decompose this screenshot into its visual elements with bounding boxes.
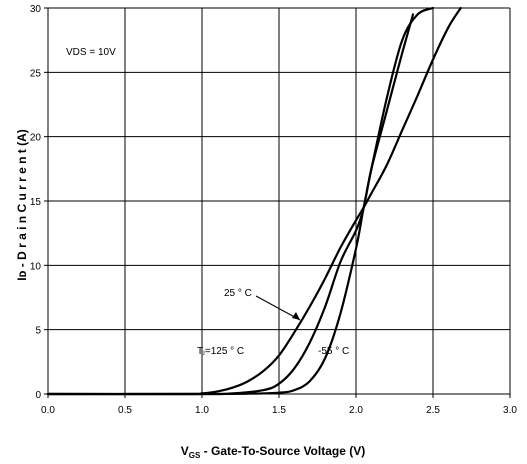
y-tick-label: 15: [30, 197, 42, 208]
grid: [44, 7, 511, 398]
series-label-125c: Tⱼ=125 ° C: [197, 346, 244, 357]
x-tick-label: 3.0: [503, 405, 517, 416]
x-tick-label: 0.5: [118, 405, 132, 416]
x-tick-label: 2.5: [426, 405, 440, 416]
x-tick-label: 0.0: [41, 405, 55, 416]
x-tick-label: 1.0: [195, 405, 209, 416]
y-tick-label: 0: [35, 390, 41, 401]
y-tick-label: 30: [30, 4, 42, 15]
x-axis-title: VGS - Gate-To-Source Voltage (V): [181, 444, 365, 460]
y-tick-label: 20: [30, 133, 42, 144]
condition-label: VDS = 10V: [66, 47, 116, 58]
series-label-minus55c: -55 ° C: [318, 346, 349, 357]
curves: [46, 6, 462, 396]
series-line-2: [46, 6, 462, 396]
x-tick-label: 1.5: [272, 405, 286, 416]
series-label-25c-arrow: [255, 295, 301, 321]
arrowhead-icon: [292, 312, 300, 320]
series-line-0: [46, 6, 435, 396]
y-tick-label: 25: [30, 68, 42, 79]
y-axis-title: Iᴅ - D r a i n C u r r e n t (A): [15, 129, 29, 281]
y-tick-label: 5: [35, 326, 41, 337]
series-label-25c: 25 ° C: [224, 288, 252, 299]
series-line-1: [46, 13, 415, 396]
y-tick-label: 10: [30, 261, 42, 272]
x-tick-label: 2.0: [349, 405, 363, 416]
tick-labels: 0.0 0.5 1.0 1.5 2.0 2.5 3.0 0 5 10 15 20 25 30: [30, 4, 518, 416]
